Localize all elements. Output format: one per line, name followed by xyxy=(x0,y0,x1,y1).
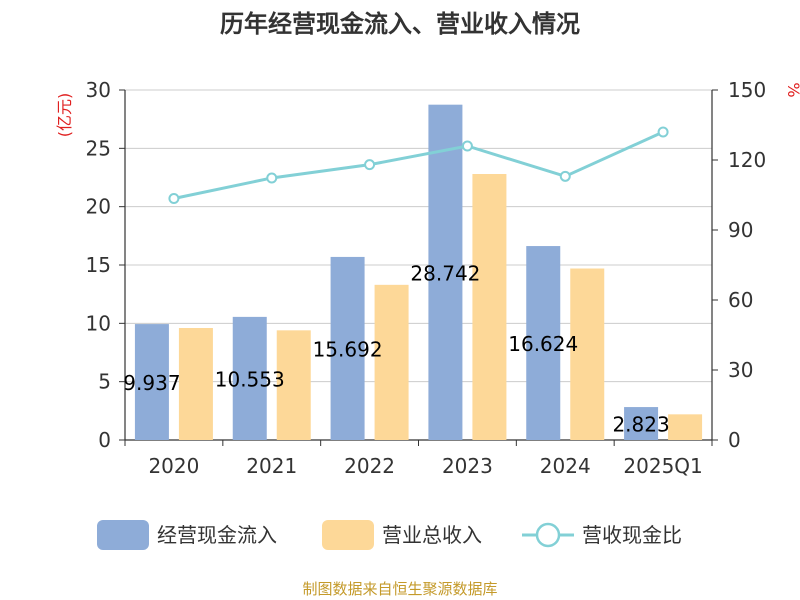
left-tick-label: 30 xyxy=(86,78,111,102)
data-labels: 9.937 10.553 15.692 28.742 16.624 2.823 xyxy=(123,261,669,436)
right-tick-label: 60 xyxy=(728,288,753,312)
ratio-point xyxy=(364,159,376,171)
left-tick-label: 15 xyxy=(86,253,111,277)
revenue-bar xyxy=(178,328,213,440)
revenue-bar xyxy=(472,174,507,440)
left-axis-unit: (亿元) xyxy=(55,93,74,138)
cash-inflow-bar xyxy=(526,246,561,440)
left-tick-label: 5 xyxy=(98,370,111,394)
bar-value-label: 2.823 xyxy=(612,413,669,437)
legend-swatch-marker xyxy=(535,522,561,548)
left-tick-label: 20 xyxy=(86,195,111,219)
left-tick-label: 25 xyxy=(86,136,111,160)
ratio-point xyxy=(559,170,571,182)
chart-title: 历年经营现金流入、营业收入情况 xyxy=(220,10,580,38)
x-tick-label: 2025Q1 xyxy=(623,454,702,478)
right-tick-label: 30 xyxy=(728,358,753,382)
ratio-line xyxy=(168,126,669,204)
x-tick-label: 2021 xyxy=(246,454,297,478)
right-axis-unit: % xyxy=(784,82,800,97)
bars xyxy=(134,104,703,440)
revenue-bar xyxy=(570,268,605,440)
bar-value-label: 15.692 xyxy=(313,337,383,361)
right-tick-label: 90 xyxy=(728,218,753,242)
right-tick-label: 0 xyxy=(728,428,741,452)
legend-cash-inflow: 经营现金流入 xyxy=(97,520,277,550)
cash-inflow-bar xyxy=(134,324,169,440)
legend-label: 营收现金比 xyxy=(582,523,682,547)
legend-label: 营业总收入 xyxy=(382,523,482,547)
cash-inflow-bar xyxy=(428,104,463,440)
legend-revenue: 营业总收入 xyxy=(322,520,482,550)
source-note: 制图数据来自恒生聚源数据库 xyxy=(302,580,497,598)
ratio-line-path xyxy=(173,130,664,200)
cash-inflow-bar xyxy=(330,256,365,440)
x-tick-label: 2024 xyxy=(540,454,591,478)
legend-ratio: 营收现金比 xyxy=(522,522,682,548)
legend-swatch xyxy=(322,520,374,550)
ratio-point xyxy=(657,126,669,138)
legend: 经营现金流入 营业总收入 营收现金比 xyxy=(97,520,682,550)
bar-value-label: 16.624 xyxy=(508,332,578,356)
left-tick-label: 0 xyxy=(98,428,111,452)
ratio-point xyxy=(168,193,180,204)
right-tick-label: 120 xyxy=(728,148,766,172)
revenue-bar xyxy=(374,284,409,440)
ratio-point xyxy=(266,172,278,184)
left-tick-label: 10 xyxy=(86,311,111,335)
axes: 0 5 10 15 20 25 30 0 30 60 90 120 150 (亿元)% 2020 2021 20… xyxy=(55,78,800,478)
revenue-bar xyxy=(276,330,311,440)
legend-label: 经营现金流入 xyxy=(157,523,277,547)
bar-value-label: 28.742 xyxy=(410,261,480,285)
cash-inflow-bar xyxy=(624,407,659,440)
x-tick-label: 2020 xyxy=(148,454,199,478)
x-tick-label: 2022 xyxy=(344,454,395,478)
x-tick-label: 2023 xyxy=(442,454,493,478)
legend-swatch xyxy=(97,520,149,550)
bar-value-label: 9.937 xyxy=(123,371,180,395)
revenue-bar xyxy=(668,414,703,440)
bar-value-label: 10.553 xyxy=(215,367,285,391)
cash-inflow-bar xyxy=(232,316,267,440)
ratio-point xyxy=(461,140,473,152)
gridlines xyxy=(125,89,712,383)
right-tick-label: 150 xyxy=(728,78,766,102)
